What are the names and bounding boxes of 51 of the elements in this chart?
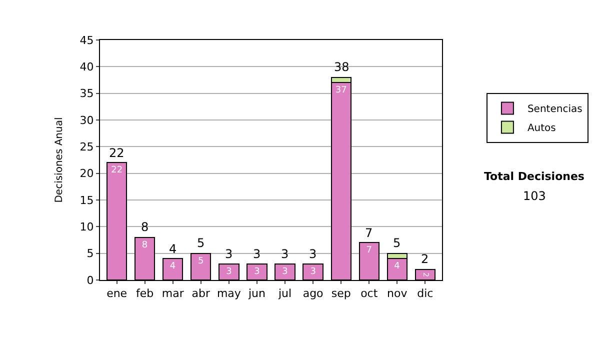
total-label: 3 [225, 247, 233, 261]
x-tick-label: may [216, 287, 242, 300]
total-label: 3 [253, 247, 261, 261]
total-label: 22 [109, 146, 124, 160]
data-label: 4 [170, 262, 176, 272]
x-tick-label: dic [417, 287, 434, 300]
y-tick-label: 40 [80, 60, 94, 74]
data-label: 4 [394, 262, 400, 272]
total-label: 2 [421, 252, 429, 266]
total-label: 3 [309, 247, 317, 261]
total-label: 5 [393, 236, 401, 250]
y-tick-label: 15 [80, 194, 94, 207]
data-label: 22 [111, 166, 123, 176]
data-label: 3 [254, 267, 260, 277]
y-tick-label: 0 [86, 274, 94, 287]
data-label: 37 [335, 86, 347, 96]
x-tick-label: mar [162, 287, 184, 300]
y-tick-label: 35 [80, 87, 94, 100]
data-label: 8 [142, 240, 148, 250]
text: Total Decisiones [484, 170, 585, 183]
total-label: 8 [141, 220, 149, 234]
data-label: 3 [282, 267, 288, 277]
data-label: 5 [198, 256, 204, 266]
text: 103 [523, 189, 546, 203]
y-axis-title: Decisiones Anual [54, 117, 65, 203]
x-tick-label: jul [277, 287, 292, 300]
total-label: 3 [281, 247, 289, 261]
data-label: 3 [310, 267, 316, 277]
x-tick-label: feb [136, 287, 154, 300]
total-label: 7 [365, 226, 373, 240]
y-tick-label: 5 [86, 247, 94, 260]
data-label: 3 [226, 267, 232, 277]
y-tick-label: 10 [80, 220, 94, 234]
data-label: 2 [422, 272, 431, 277]
y-tick-label: 20 [80, 167, 94, 180]
x-tick-label: ago [302, 287, 324, 300]
x-tick-label: oct [360, 287, 378, 300]
y-tick-label: 25 [80, 140, 94, 154]
y-tick-label: 45 [80, 34, 94, 47]
x-tick-label: nov [387, 287, 408, 300]
x-tick-label: ene [106, 287, 128, 300]
legend-label: Autos [527, 123, 556, 134]
legend-label: Sentencias [527, 104, 582, 116]
x-tick-label: jun [247, 287, 266, 300]
total-label: 38 [334, 60, 350, 74]
x-tick-label: abr [192, 287, 211, 300]
x-tick-label: sep [331, 287, 351, 300]
y-tick-label: 30 [80, 114, 94, 127]
total-label: 5 [197, 236, 205, 250]
total-label: 4 [169, 242, 177, 256]
data-label: 7 [366, 246, 372, 256]
